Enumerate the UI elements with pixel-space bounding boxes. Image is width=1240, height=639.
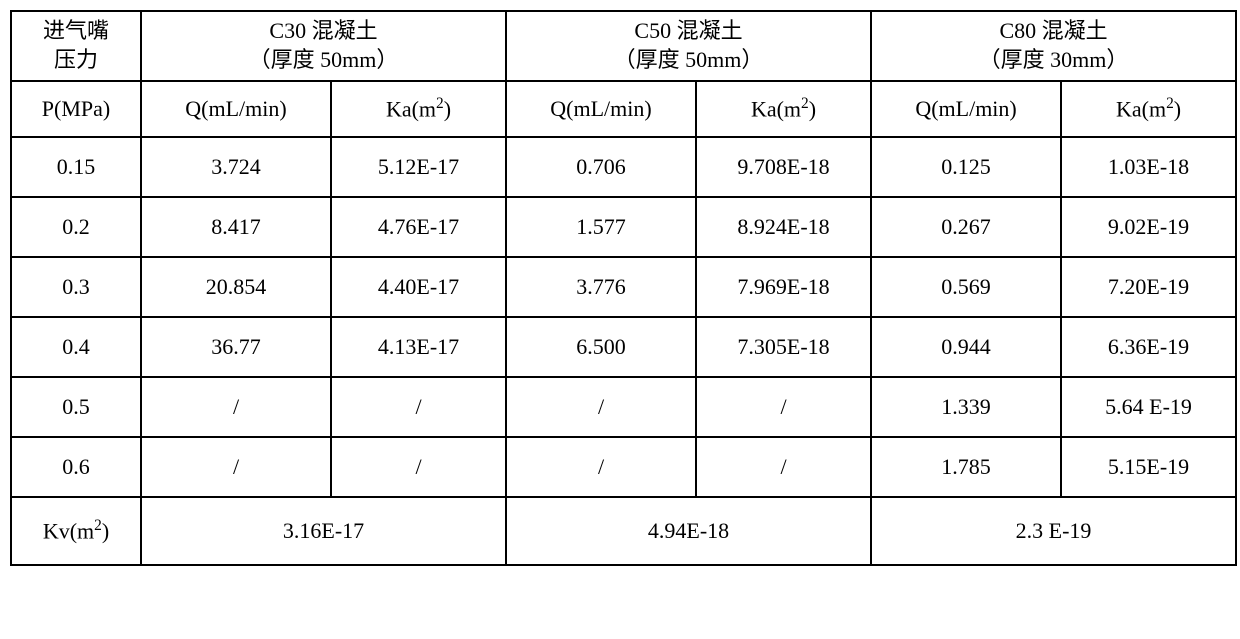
cell: 3.776 xyxy=(506,257,696,317)
table-row: 0.2 8.417 4.76E-17 1.577 8.924E-18 0.267… xyxy=(11,197,1236,257)
cell: 9.708E-18 xyxy=(696,137,871,197)
cell: 8.417 xyxy=(141,197,331,257)
q-header-c80: Q(mL/min) xyxy=(871,81,1061,137)
ka-header-c80: Ka(m2) xyxy=(1061,81,1236,137)
ka-suffix: ) xyxy=(1174,97,1181,122)
cell: 6.500 xyxy=(506,317,696,377)
group-c50-l1: C50 混凝土 xyxy=(634,18,742,43)
permeability-table: 进气嘴 压力 C30 混凝土 （厚度 50mm） C50 混凝土 （厚度 50m… xyxy=(10,10,1237,566)
cell: / xyxy=(331,377,506,437)
group-c30-l2: （厚度 50mm） xyxy=(249,47,399,72)
p-cell: 0.2 xyxy=(11,197,141,257)
ka-prefix: Ka(m xyxy=(1116,97,1166,122)
ka-suffix: ) xyxy=(809,97,816,122)
kv-value-c30: 3.16E-17 xyxy=(141,497,506,565)
kv-label: Kv(m2) xyxy=(11,497,141,565)
cell: 5.15E-19 xyxy=(1061,437,1236,497)
ka-sup: 2 xyxy=(1166,95,1174,112)
group-header-c80: C80 混凝土 （厚度 30mm） xyxy=(871,11,1236,81)
p-cell: 0.4 xyxy=(11,317,141,377)
cell: / xyxy=(696,437,871,497)
ka-prefix: Ka(m xyxy=(751,97,801,122)
cell: 5.12E-17 xyxy=(331,137,506,197)
p-cell: 0.6 xyxy=(11,437,141,497)
cell: 0.706 xyxy=(506,137,696,197)
cell: 6.36E-19 xyxy=(1061,317,1236,377)
cell: 36.77 xyxy=(141,317,331,377)
group-c30-l1: C30 混凝土 xyxy=(269,18,377,43)
table-row: 0.4 36.77 4.13E-17 6.500 7.305E-18 0.944… xyxy=(11,317,1236,377)
cell: 20.854 xyxy=(141,257,331,317)
table-row: 0.15 3.724 5.12E-17 0.706 9.708E-18 0.12… xyxy=(11,137,1236,197)
ka-header-c30: Ka(m2) xyxy=(331,81,506,137)
ka-sup: 2 xyxy=(436,95,444,112)
ka-suffix: ) xyxy=(444,97,451,122)
cell: 1.339 xyxy=(871,377,1061,437)
kv-sup: 2 xyxy=(94,517,102,534)
ka-sup: 2 xyxy=(801,95,809,112)
cell: 5.64 E-19 xyxy=(1061,377,1236,437)
group-c80-l1: C80 混凝土 xyxy=(999,18,1107,43)
cell: 0.125 xyxy=(871,137,1061,197)
cell: / xyxy=(141,437,331,497)
cell: / xyxy=(506,377,696,437)
pressure-label: 进气嘴 压力 xyxy=(43,17,109,74)
cell: / xyxy=(331,437,506,497)
cell: 0.569 xyxy=(871,257,1061,317)
table-row: 0.6 / / / / 1.785 5.15E-19 xyxy=(11,437,1236,497)
ka-header-c50: Ka(m2) xyxy=(696,81,871,137)
cell: 4.40E-17 xyxy=(331,257,506,317)
cell: / xyxy=(506,437,696,497)
cell: 0.944 xyxy=(871,317,1061,377)
cell: 4.76E-17 xyxy=(331,197,506,257)
q-header-c50: Q(mL/min) xyxy=(506,81,696,137)
cell: 7.305E-18 xyxy=(696,317,871,377)
p-cell: 0.5 xyxy=(11,377,141,437)
cell: 1.03E-18 xyxy=(1061,137,1236,197)
cell: 9.02E-19 xyxy=(1061,197,1236,257)
cell: 3.724 xyxy=(141,137,331,197)
cell: 4.13E-17 xyxy=(331,317,506,377)
header-row-groups: 进气嘴 压力 C30 混凝土 （厚度 50mm） C50 混凝土 （厚度 50m… xyxy=(11,11,1236,81)
p-cell: 0.15 xyxy=(11,137,141,197)
kv-value-c80: 2.3 E-19 xyxy=(871,497,1236,565)
cell: 7.969E-18 xyxy=(696,257,871,317)
pressure-header: 进气嘴 压力 xyxy=(11,11,141,81)
kv-prefix: Kv(m xyxy=(43,519,94,544)
cell: / xyxy=(696,377,871,437)
cell: 1.577 xyxy=(506,197,696,257)
group-c80-l2: （厚度 30mm） xyxy=(979,47,1129,72)
ka-prefix: Ka(m xyxy=(386,97,436,122)
kv-suffix: ) xyxy=(102,519,109,544)
table-row: 0.3 20.854 4.40E-17 3.776 7.969E-18 0.56… xyxy=(11,257,1236,317)
cell: / xyxy=(141,377,331,437)
group-c50-l2: （厚度 50mm） xyxy=(614,47,764,72)
group-header-c30: C30 混凝土 （厚度 50mm） xyxy=(141,11,506,81)
group-header-c50: C50 混凝土 （厚度 50mm） xyxy=(506,11,871,81)
kv-value-c50: 4.94E-18 xyxy=(506,497,871,565)
footer-row: Kv(m2) 3.16E-17 4.94E-18 2.3 E-19 xyxy=(11,497,1236,565)
cell: 8.924E-18 xyxy=(696,197,871,257)
cell: 7.20E-19 xyxy=(1061,257,1236,317)
p-header: P(MPa) xyxy=(11,81,141,137)
header-row-units: P(MPa) Q(mL/min) Ka(m2) Q(mL/min) Ka(m2)… xyxy=(11,81,1236,137)
cell: 1.785 xyxy=(871,437,1061,497)
p-cell: 0.3 xyxy=(11,257,141,317)
cell: 0.267 xyxy=(871,197,1061,257)
table-row: 0.5 / / / / 1.339 5.64 E-19 xyxy=(11,377,1236,437)
q-header-c30: Q(mL/min) xyxy=(141,81,331,137)
